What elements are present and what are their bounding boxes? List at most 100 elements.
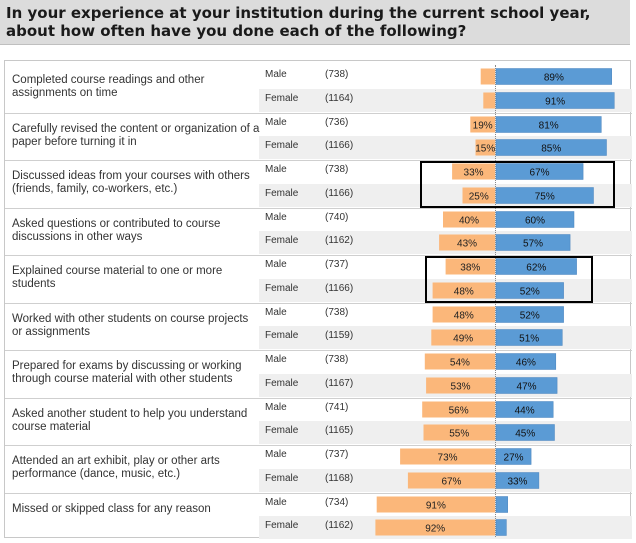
bar-pair: 67% 33% — [407, 471, 540, 489]
bar-right — [495, 495, 508, 513]
bar-left — [475, 139, 495, 156]
bar-pair: 25% 75% — [462, 186, 594, 204]
table-row: Male (740) — [259, 208, 632, 231]
highlight-box — [425, 256, 593, 303]
bar-right — [495, 163, 584, 180]
sex-label: Male — [265, 69, 287, 80]
bar-pair: 48% 52% — [432, 305, 564, 323]
sample-size: (1162) — [325, 235, 354, 246]
sex-label: Male — [265, 211, 287, 223]
bar-left — [452, 163, 495, 180]
bar-left — [483, 92, 495, 108]
data-label-right: 45% — [515, 429, 535, 440]
data-label-right: 51% — [519, 334, 539, 345]
data-label-left: 73% — [438, 453, 458, 464]
bar-pair: 49% 51% — [431, 329, 563, 346]
table-row: Male (738) — [259, 350, 632, 373]
bar-pair: 38% 62% — [445, 258, 577, 275]
data-label-right: 85% — [541, 144, 561, 155]
bar-pair: 55% 45% — [423, 424, 555, 441]
sample-size: (738) — [325, 306, 349, 318]
data-label-left: 67% — [441, 476, 461, 487]
sex-label: Female — [265, 377, 299, 389]
item-group: Explained course material to one or more… — [5, 255, 632, 302]
title-bar: In your experience at your institution d… — [0, 0, 630, 45]
bar-left — [422, 401, 495, 417]
table-row: Male (738) — [259, 65, 632, 88]
bar-right — [495, 305, 564, 323]
bar-left — [424, 353, 495, 370]
bar-right — [495, 519, 507, 536]
sex-label: Male — [265, 164, 287, 175]
bar-right — [495, 353, 557, 370]
item-group: Discussed ideas from your courses with o… — [5, 160, 632, 207]
sample-size: (740) — [325, 211, 349, 223]
data-label-right: 52% — [520, 310, 540, 321]
table-row: Male (738) — [259, 303, 632, 326]
highlight-box — [420, 161, 615, 208]
category-label: Completed course readings and other assi… — [12, 74, 205, 99]
table-row: Male (734) — [259, 493, 632, 516]
bar-right — [495, 258, 577, 275]
bar-right — [495, 471, 540, 489]
bar-pair: 91% — [483, 91, 615, 109]
sex-label: Female — [265, 472, 299, 484]
data-label-right: 33% — [507, 476, 527, 487]
bar-left — [431, 329, 495, 346]
data-label-left: 91% — [426, 500, 446, 511]
data-label-right: 52% — [520, 286, 540, 297]
sample-size: (1165) — [325, 425, 354, 436]
data-label-right: 47% — [517, 381, 537, 392]
bar-pair: 53% 47% — [426, 376, 558, 394]
sample-size: (738) — [325, 354, 349, 365]
sex-label: Female — [265, 425, 299, 436]
data-label-right: 75% — [535, 191, 555, 202]
sample-size: (738) — [325, 69, 349, 80]
sex-label: Female — [265, 140, 299, 151]
bar-right — [495, 448, 532, 465]
data-label-right: 27% — [504, 453, 524, 464]
item-group: Completed course readings and other assi… — [5, 65, 632, 112]
sample-size: (734) — [325, 496, 349, 508]
sample-size: (1167) — [325, 377, 354, 389]
sex-label: Male — [265, 116, 287, 128]
bar-left — [462, 187, 495, 203]
item-group: Asked another student to help you unders… — [5, 397, 632, 445]
sex-label: Male — [265, 401, 287, 413]
data-label-left: 55% — [449, 429, 469, 440]
data-label-right: 67% — [530, 168, 550, 179]
bar-left — [432, 306, 495, 322]
bar-right — [495, 234, 571, 251]
bar-right — [495, 91, 615, 109]
bar-pair: 43% 57% — [439, 234, 571, 251]
sex-label: Female — [265, 520, 299, 531]
sex-label: Female — [265, 92, 299, 104]
data-label-left: 49% — [453, 334, 473, 345]
bar-right — [495, 139, 607, 156]
item-group: Worked with other students on course pro… — [5, 302, 632, 350]
data-label-right: 81% — [539, 120, 559, 131]
bar-left — [400, 448, 495, 465]
sample-size: (736) — [325, 116, 349, 128]
bar-left — [439, 234, 495, 251]
bar-left — [432, 282, 495, 298]
sex-label: Male — [265, 449, 287, 460]
sample-size: (1166) — [325, 282, 354, 294]
data-label-left: 43% — [457, 239, 477, 250]
sex-label: Male — [265, 496, 287, 508]
data-label-left: 33% — [464, 168, 484, 179]
data-label-left: 92% — [425, 524, 445, 535]
category-label: Asked another student to help you unders… — [12, 407, 248, 433]
data-label-right: 44% — [515, 405, 535, 416]
data-label-right: 57% — [523, 239, 543, 250]
table-row: Male (738) — [259, 160, 632, 183]
category-label: Discussed ideas from your courses with o… — [12, 170, 250, 195]
bar-pair: 33% 67% — [452, 163, 584, 180]
item-group: Missed or skipped class for any reason — [5, 492, 632, 540]
table-row: Male (737) — [259, 255, 632, 278]
bar-pair: 15% 85% — [475, 139, 607, 156]
bar-pair: 19% 81% — [470, 115, 602, 133]
category-label: Worked with other students on course pro… — [12, 312, 249, 338]
chart-title: In your experience at your institution d… — [6, 4, 591, 40]
bar-right — [495, 424, 555, 441]
